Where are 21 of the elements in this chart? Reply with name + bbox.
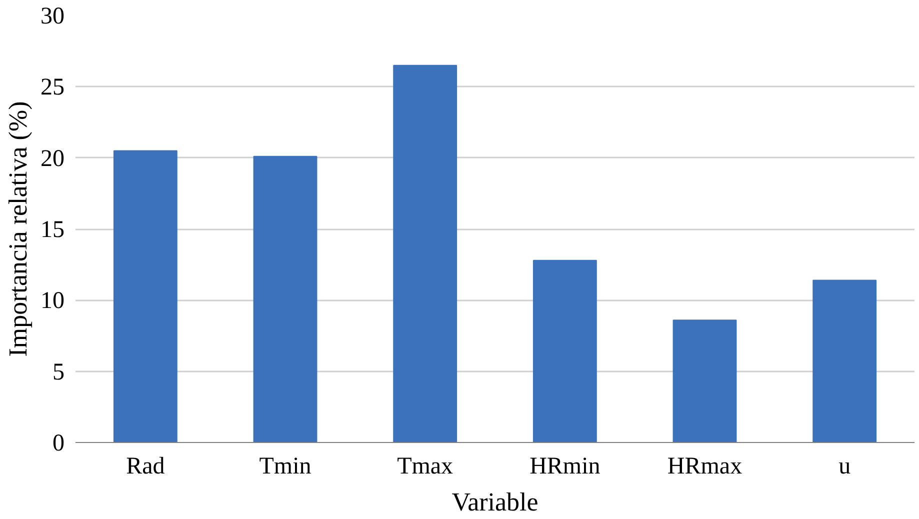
- bar: [532, 260, 597, 442]
- y-tick-label: 0: [52, 430, 64, 456]
- y-tick-label: 10: [40, 288, 64, 314]
- x-tick-label: Tmax: [397, 454, 454, 480]
- y-tick-label: 15: [40, 217, 64, 243]
- y-tick-label: 5: [52, 359, 64, 386]
- bar: [393, 64, 458, 442]
- x-tick-label: Tmin: [259, 454, 312, 480]
- bar: [812, 280, 877, 442]
- x-axis-title: Variable: [452, 488, 538, 516]
- bar: [113, 150, 178, 442]
- bar: [672, 320, 737, 442]
- x-tick-label: HRmin: [530, 454, 600, 480]
- x-tick-label: HRmax: [667, 454, 742, 480]
- x-tick-label: Rad: [126, 454, 165, 480]
- y-tick-label: 20: [40, 146, 64, 172]
- y-tick-label: 30: [40, 4, 64, 30]
- y-tick-label: 25: [40, 74, 64, 101]
- y-axis-title: Importancia relativa (%): [4, 101, 32, 357]
- bar: [253, 156, 318, 442]
- x-tick-label: u: [838, 454, 851, 480]
